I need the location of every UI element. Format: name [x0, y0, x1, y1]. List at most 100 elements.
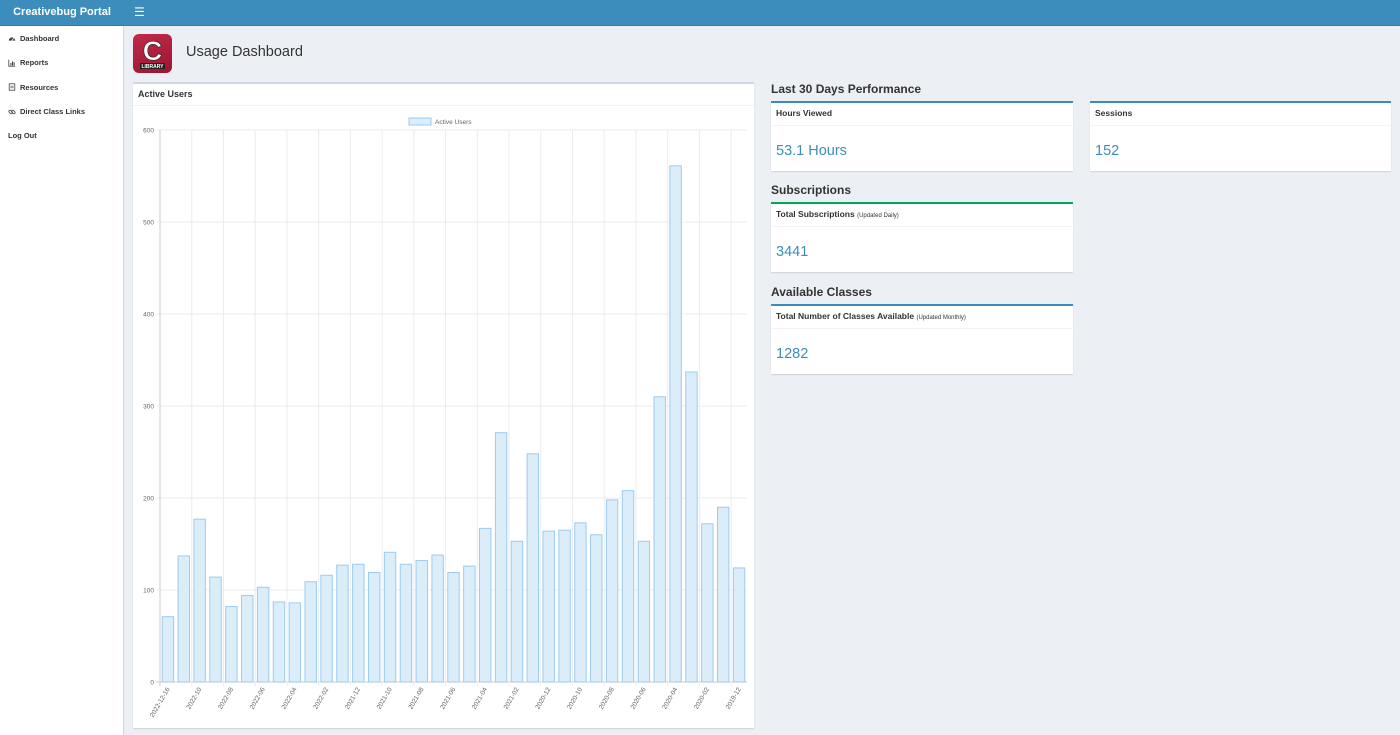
bar [637, 540, 651, 683]
x-tick-label: 2020-02 [693, 686, 711, 710]
hours-viewed-label: Hours Viewed [771, 103, 1073, 126]
bar [272, 601, 286, 683]
bar [352, 563, 365, 683]
bar [383, 551, 397, 683]
y-tick-label: 400 [143, 312, 154, 319]
link-icon [7, 107, 16, 116]
sidebar: Dashboard Reports Resources Direct Class… [0, 26, 124, 735]
classes-title: Available Classes [771, 285, 872, 299]
subscriptions-title: Subscriptions [771, 183, 852, 197]
x-tick-label: 2022-04 [281, 686, 299, 710]
classes-card: Total Number of Classes Available (Updat… [771, 304, 1073, 374]
bar-chart-icon [7, 58, 16, 67]
y-tick-label: 200 [143, 496, 154, 503]
legend-label: Active Users [435, 119, 472, 126]
bar [161, 616, 175, 683]
creativebug-library-logo: C LIBRARY [133, 34, 172, 73]
bar [415, 560, 428, 683]
bar [542, 530, 555, 683]
y-tick-label: 0 [150, 680, 154, 687]
y-tick-label: 600 [143, 128, 154, 135]
x-tick-label: 2020-06 [630, 686, 648, 710]
bar [256, 586, 270, 683]
sidebar-item-label: Dashboard [20, 34, 60, 44]
page-title: Usage Dashboard [186, 44, 303, 60]
subscriptions-header: Total Subscriptions (Updated Daily) [771, 204, 1073, 227]
sidebar-item-resources[interactable]: Resources [0, 75, 123, 99]
sidebar-item-direct-class-links[interactable]: Direct Class Links [0, 99, 123, 123]
sessions-label: Sessions [1090, 103, 1391, 126]
bar [701, 523, 714, 683]
y-tick-label: 500 [143, 220, 154, 227]
classes-value: 1282 [776, 346, 809, 362]
bar [288, 602, 302, 683]
bar [209, 576, 222, 683]
bar [241, 595, 254, 683]
bar [732, 567, 746, 683]
hamburger-icon[interactable]: ☰ [134, 5, 145, 19]
bar [669, 165, 682, 683]
brand-title[interactable]: Creativebug Portal [13, 6, 111, 18]
subscriptions-note: (Updated Daily) [857, 213, 899, 219]
dashboard-icon [7, 34, 16, 43]
active-users-chart: 0 100 200 300 400 500 600 2022-12-16 2022-10 2022… [143, 117, 747, 719]
sidebar-item-reports[interactable]: Reports [0, 51, 123, 75]
sidebar-item-label: Reports [20, 58, 49, 68]
sidebar-item-label: Direct Class Links [20, 107, 86, 117]
bar [431, 554, 444, 683]
bar [177, 555, 191, 683]
x-tick-label: 2021-04 [471, 686, 489, 710]
x-tick-label: 2022-10 [185, 686, 203, 710]
logo-letter: C [143, 36, 163, 66]
hours-viewed-value: 53.1 Hours [776, 143, 847, 159]
active-users-title: Active Users [138, 89, 193, 99]
bar [225, 606, 238, 683]
x-tick-label: 2021-12 [344, 686, 362, 710]
subscriptions-value: 3441 [776, 244, 809, 260]
sessions-card: Sessions 152 [1090, 101, 1391, 171]
x-tick-label: 2019-12 [725, 686, 743, 710]
file-icon [7, 83, 16, 92]
bar [479, 527, 492, 683]
bar [605, 499, 619, 683]
bar [447, 572, 460, 683]
sessions-value: 152 [1095, 143, 1120, 159]
bar [653, 396, 666, 683]
y-tick-label: 100 [143, 588, 154, 595]
x-tick-label: 2021-08 [408, 686, 426, 710]
sidebar-item-label: Log Out [8, 131, 37, 141]
bar [590, 534, 603, 683]
sidebar-item-logout[interactable]: Log Out [0, 124, 123, 148]
classes-note: (Updated Monthly) [916, 315, 966, 321]
x-tick-label: 2022-12-16 [149, 686, 172, 719]
bar [336, 564, 349, 683]
bar [320, 574, 333, 683]
box-divider [133, 105, 754, 106]
top-navbar: Creativebug Portal ☰ [0, 0, 1400, 26]
bar [716, 506, 730, 683]
classes-header: Total Number of Classes Available (Updat… [771, 306, 1073, 329]
bar [621, 490, 635, 683]
subscriptions-label: Total Subscriptions [776, 209, 855, 219]
bar [193, 518, 206, 683]
bar [463, 565, 476, 683]
x-tick-label: 2020-10 [566, 686, 584, 710]
bar [367, 572, 381, 683]
y-tick-label: 300 [143, 404, 154, 411]
x-tick-label: 2020-12 [534, 686, 552, 710]
sidebar-item-dashboard[interactable]: Dashboard [0, 27, 123, 51]
bar [574, 522, 587, 683]
hours-viewed-card: Hours Viewed 53.1 Hours [771, 101, 1073, 171]
x-tick-label: 2020-08 [598, 686, 616, 710]
bar [304, 581, 317, 683]
subscriptions-card: Total Subscriptions (Updated Daily) 3441 [771, 202, 1073, 272]
bar [494, 432, 508, 683]
x-tick-label: 2022-08 [217, 686, 235, 710]
x-tick-label: 2022-06 [249, 686, 267, 710]
bar [685, 371, 698, 683]
performance-title: Last 30 Days Performance [771, 82, 922, 96]
bar [399, 563, 413, 683]
x-tick-label: 2021-10 [376, 686, 394, 710]
active-users-box: Active Users 0 100 200 300 400 500 600 2022-12-… [133, 82, 754, 728]
bar [526, 453, 540, 683]
